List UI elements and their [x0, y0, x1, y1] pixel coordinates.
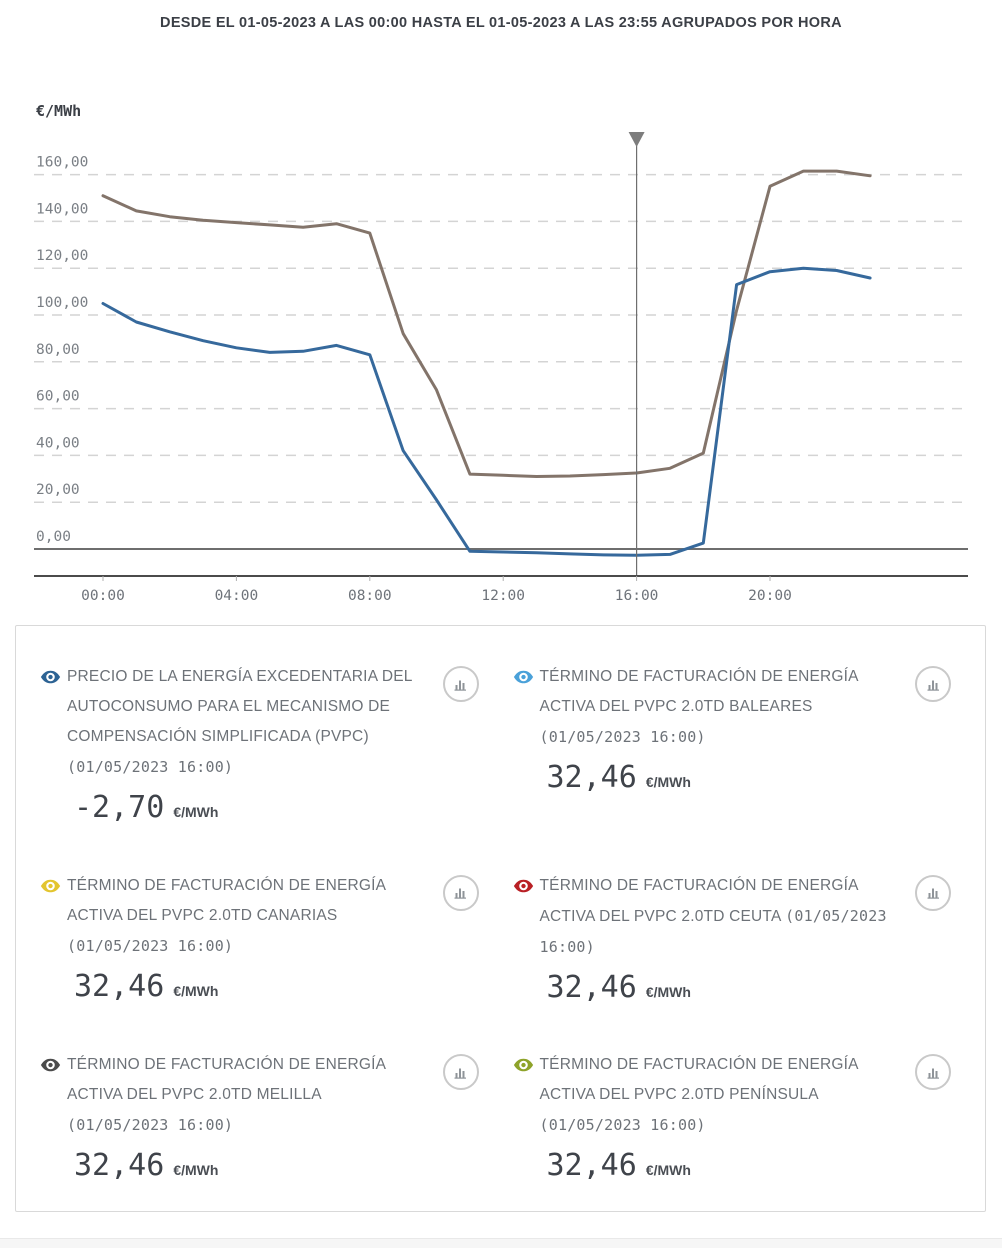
- precio-excedentaria-line: [101, 266, 872, 557]
- bar-chart-icon: [454, 680, 466, 691]
- series-datetime: (01/05/2023 16:00): [539, 906, 887, 956]
- page-title: DESDE EL 01-05-2023 A LAS 00:00 HASTA EL…: [160, 15, 842, 31]
- eye-icon[interactable]: [40, 1058, 61, 1072]
- y-tick-label: 0,00: [36, 529, 71, 545]
- triangle-down-icon[interactable]: [628, 132, 645, 147]
- bar-chart-icon: [927, 680, 939, 691]
- bar-chart-button[interactable]: [915, 874, 951, 911]
- legend-card: TÉRMINO DE FACTURACIÓN DE ENERGÍA ACTIVA…: [513, 662, 960, 795]
- bar-chart-button[interactable]: [442, 874, 479, 911]
- series-title: TÉRMINO DE FACTURACIÓN DE ENERGÍA ACTIVA…: [539, 1056, 858, 1135]
- x-tick-label: 12:00: [481, 588, 525, 604]
- series-value-row: -2,70 €/MWh: [67, 790, 427, 825]
- legend-card: TÉRMINO DE FACTURACIÓN DE ENERGÍA ACTIVA…: [40, 871, 487, 1004]
- x-tick-label: 20:00: [748, 588, 792, 604]
- series-title: TÉRMINO DE FACTURACIÓN DE ENERGÍA ACTIVA…: [67, 1056, 386, 1135]
- y-tick-label: 120,00: [36, 248, 88, 264]
- eye-icon[interactable]: [40, 879, 61, 893]
- series-value-unit: €/MWh: [645, 1162, 691, 1179]
- series-value-unit: €/MWh: [645, 774, 691, 790]
- eye-icon[interactable]: [513, 670, 534, 684]
- bar-chart-button[interactable]: [915, 666, 951, 702]
- series-datetime: (01/05/2023 16:00): [67, 1116, 234, 1135]
- series-value: 32,46: [74, 968, 165, 1004]
- bar-chart-button[interactable]: [442, 1054, 479, 1091]
- x-tick-label: 00:00: [81, 588, 125, 604]
- x-tick-label: 16:00: [615, 588, 659, 604]
- eye-icon[interactable]: [513, 1058, 534, 1072]
- bar-chart-icon: [454, 888, 466, 899]
- y-tick-label: 140,00: [36, 201, 88, 217]
- bar-chart-button[interactable]: [915, 1054, 951, 1091]
- series-value-row: 32,46 €/MWh: [67, 969, 427, 1004]
- y-tick-label: 20,00: [36, 482, 80, 498]
- y-tick-label: 80,00: [36, 342, 80, 358]
- eye-icon[interactable]: [513, 879, 534, 893]
- series-datetime: (01/05/2023 16:00): [67, 758, 234, 776]
- series-value: 32,46: [546, 969, 637, 1005]
- legend-card: TÉRMINO DE FACTURACIÓN DE ENERGÍA ACTIVA…: [513, 871, 960, 1005]
- series-title: PRECIO DE LA ENERGÍA EXCEDENTARIA DEL AU…: [67, 668, 413, 776]
- series-datetime: (01/05/2023 16:00): [539, 1116, 706, 1135]
- y-tick-label: 40,00: [36, 435, 80, 451]
- eye-icon[interactable]: [40, 670, 61, 684]
- bar-chart-icon: [454, 1068, 466, 1079]
- series-value-unit: €/MWh: [173, 1162, 219, 1179]
- series-title: TÉRMINO DE FACTURACIÓN DE ENERGÍA ACTIVA…: [67, 876, 386, 955]
- series-value-unit: €/MWh: [173, 982, 219, 999]
- series-value-row: 32,46 €/MWh: [540, 1148, 900, 1183]
- y-tick-label: 100,00: [36, 295, 88, 311]
- bar-chart-button[interactable]: [442, 666, 479, 702]
- x-tick-label: 04:00: [215, 588, 259, 604]
- legend-card: TÉRMINO DE FACTURACIÓN DE ENERGÍA ACTIVA…: [513, 1050, 960, 1183]
- series-value: -2,70: [74, 790, 165, 825]
- series-datetime: (01/05/2023 16:00): [67, 936, 234, 955]
- series-value: 32,46: [546, 760, 637, 795]
- series-value: 32,46: [74, 1148, 165, 1184]
- legend-card: PRECIO DE LA ENERGÍA EXCEDENTARIA DEL AU…: [40, 662, 487, 825]
- series-value-unit: €/MWh: [173, 804, 219, 820]
- series-value-row: 32,46 €/MWh: [67, 1148, 427, 1183]
- bar-chart-icon: [927, 1068, 939, 1079]
- termino-facturacion-line: [101, 169, 872, 478]
- y-tick-label: 60,00: [36, 389, 80, 405]
- legend-card: TÉRMINO DE FACTURACIÓN DE ENERGÍA ACTIVA…: [40, 1050, 487, 1183]
- footer-bar: [0, 1238, 1002, 1248]
- series-value-unit: €/MWh: [645, 983, 691, 1000]
- x-tick-label: 08:00: [348, 588, 392, 604]
- legend-panel: PRECIO DE LA ENERGÍA EXCEDENTARIA DEL AU…: [15, 625, 986, 1212]
- bar-chart-icon: [927, 888, 939, 899]
- price-line-chart[interactable]: 0,00 20,00 40,00 60,00 80,00 100,00 120,00 140,…: [0, 90, 1002, 620]
- y-tick-label: 160,00: [36, 155, 88, 171]
- series-value-row: 32,46 €/MWh: [540, 970, 900, 1005]
- series-value: 32,46: [546, 1148, 637, 1184]
- series-title: TÉRMINO DE FACTURACIÓN DE ENERGÍA ACTIVA…: [539, 876, 887, 956]
- series-title: TÉRMINO DE FACTURACIÓN DE ENERGÍA ACTIVA…: [539, 668, 858, 746]
- series-value-row: 32,46 €/MWh: [540, 760, 900, 795]
- y-axis-unit-label: €/MWh: [36, 102, 82, 120]
- series-datetime: (01/05/2023 16:00): [539, 728, 706, 746]
